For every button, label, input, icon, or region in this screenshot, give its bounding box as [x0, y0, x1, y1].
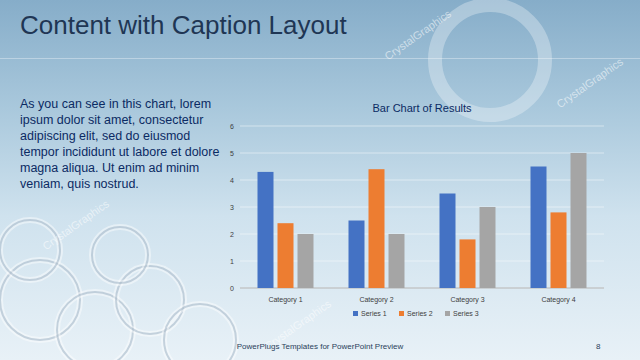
bars [258, 153, 587, 288]
decor-ring [116, 266, 184, 334]
bar [369, 169, 385, 288]
decor-ring [92, 227, 148, 283]
chart-title: Bar Chart of Results [372, 102, 472, 114]
grid-line [240, 261, 604, 262]
watermark: CrystalGraphics [40, 197, 111, 252]
bar [278, 223, 294, 288]
page-number: 8 [596, 342, 600, 351]
y-tick-label: 1 [230, 258, 234, 265]
grid-line [240, 153, 604, 154]
footer: PowerPlugs Templates for PowerPoint Prev… [0, 342, 640, 351]
decor-ring [116, 266, 184, 334]
y-tick-label: 5 [230, 150, 234, 157]
grid-line [240, 234, 604, 235]
grid-line [240, 207, 604, 208]
bar [571, 153, 587, 288]
bar [349, 221, 365, 289]
slide-title: Content with Caption Layout [20, 10, 347, 41]
legend-swatch [353, 311, 358, 316]
bar [531, 167, 547, 289]
x-tick-label: Category 3 [450, 296, 484, 304]
x-tick-label: Category 2 [359, 296, 393, 304]
y-tick-label: 4 [230, 177, 234, 184]
legend-label: Series 1 [361, 310, 387, 317]
x-axis [240, 288, 604, 289]
decor-ring [92, 227, 148, 283]
x-tick-label: Category 1 [268, 296, 302, 304]
bar [298, 234, 314, 288]
bar [440, 194, 456, 289]
bar [389, 234, 405, 288]
legend-label: Series 3 [453, 310, 479, 317]
grid-line [240, 126, 604, 127]
y-tick-label: 3 [230, 204, 234, 211]
y-tick-label: 6 [230, 123, 234, 130]
legend-swatch [445, 311, 450, 316]
grid-line [240, 288, 604, 289]
decor-ring [164, 304, 236, 360]
watermark: CrystalGraphics [382, 7, 453, 62]
decor-ring [0, 220, 60, 280]
grid-line [240, 180, 604, 181]
decor-line [0, 58, 640, 59]
legend-swatch [399, 311, 404, 316]
bar [460, 239, 476, 288]
watermark: CrystalGraphics [554, 55, 625, 110]
y-tick-label: 2 [230, 231, 234, 238]
bar [551, 212, 567, 288]
y-tick-label: 0 [230, 285, 234, 292]
slide: CrystalGraphics CrystalGraphics CrystalGra… [0, 0, 640, 360]
decor-reel [435, 5, 545, 115]
caption: As you can see in this chart, lorem ipsu… [20, 96, 232, 192]
bar [480, 207, 496, 288]
decor-ring [0, 220, 60, 280]
decor-ring [57, 292, 133, 360]
bar [258, 172, 274, 288]
decor-ring [57, 292, 133, 360]
x-tick-label: Category 4 [541, 296, 575, 304]
decor-ring [164, 304, 236, 360]
legend-label: Series 2 [407, 310, 433, 317]
